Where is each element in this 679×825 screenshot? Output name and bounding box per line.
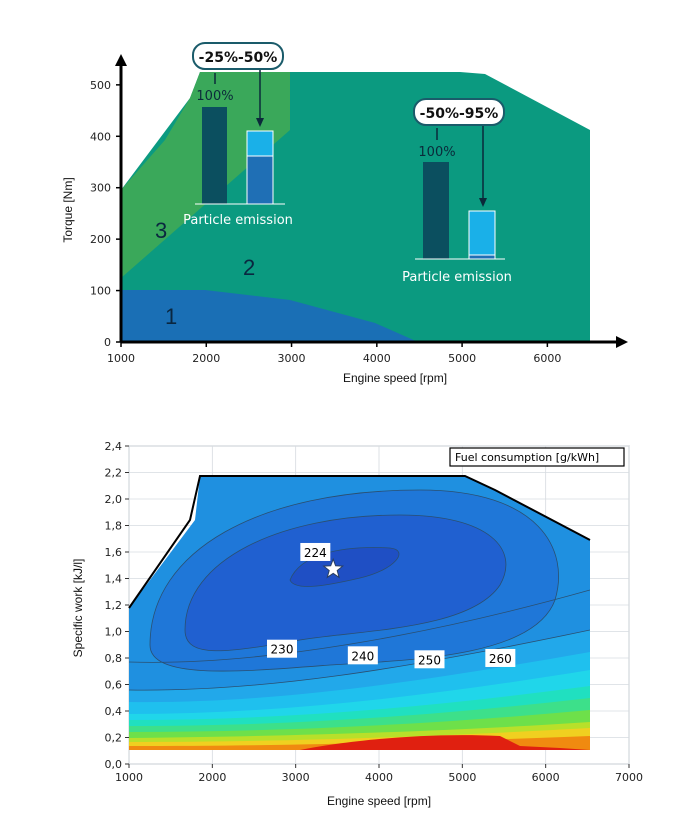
contour-label-box [414, 650, 445, 669]
top-x-tick-label: 6000 [533, 352, 561, 365]
zone-2-label: 2 [243, 255, 255, 280]
bar-2-title: Particle emission [402, 270, 512, 285]
top-y-tick-label: 0 [104, 336, 111, 349]
y-axis-arrow [115, 54, 127, 66]
bar-1-title: Particle emission [183, 213, 293, 228]
top-y-ticks: 0 100 200 300 400 500 [90, 79, 121, 349]
baseline-1-label: 100% [196, 89, 233, 104]
bottom-x-ticks: 1000 2000 3000 4000 5000 6000 7000 [115, 764, 643, 784]
bottom-y-tick-label: 0,2 [105, 732, 123, 745]
zone-3-label: 3 [155, 218, 167, 243]
top-x-tick-label: 4000 [363, 352, 391, 365]
top-y-axis-title: Torque [Nm] [61, 177, 75, 242]
contour-240 [184, 514, 507, 652]
bottom-y-tick-label: 0,6 [105, 679, 123, 692]
legend-title: Fuel consumption [g/kWh] [455, 451, 599, 464]
torque-map-chart: 0 100 200 300 400 500 1000 2000 3000 4000 5000 600… [61, 42, 628, 385]
top-x-tick-label: 3000 [278, 352, 306, 365]
bottom-x-tick-label: 7000 [615, 771, 643, 784]
contour-band-lowload-10 [300, 735, 590, 750]
bar-1-reduced-range [246, 130, 274, 157]
bottom-y-tick-label: 1,4 [105, 573, 123, 586]
contour-label-box [485, 648, 516, 667]
callout-2-box [413, 98, 505, 126]
bottom-y-tick-label: 0,0 [105, 758, 123, 771]
callout-1-box [192, 42, 284, 70]
bar-1-baseline [202, 107, 227, 204]
contour-label-240: 240 [351, 649, 374, 663]
bottom-y-tick-label: 2,4 [105, 440, 123, 453]
bottom-y-tick-label: 2,2 [105, 467, 123, 480]
bottom-y-axis-title: Specific work [kJ/l] [71, 559, 85, 658]
bottom-x-tick-label: 5000 [448, 771, 476, 784]
bottom-x-tick-label: 3000 [282, 771, 310, 784]
contour-label-box [300, 542, 331, 561]
top-x-ticks: 1000 2000 3000 4000 5000 6000 [107, 342, 561, 365]
bottom-y-tick-label: 0,4 [105, 705, 123, 718]
top-y-tick-label: 500 [90, 79, 111, 92]
top-y-tick-label: 300 [90, 182, 111, 195]
contour-label-250: 250 [418, 653, 441, 667]
bottom-y-tick-label: 1,8 [105, 520, 123, 533]
zone-1-label: 1 [165, 304, 177, 329]
bottom-x-tick-label: 1000 [115, 771, 143, 784]
bottom-y-tick-label: 1,0 [105, 626, 123, 639]
top-x-tick-label: 1000 [107, 352, 135, 365]
callout-2-label: -50%-95% [420, 106, 499, 122]
bar-1-reduced-base [246, 155, 274, 205]
top-y-tick-label: 200 [90, 233, 111, 246]
top-y-tick-label: 400 [90, 130, 111, 143]
callout-1-label: -25%-50% [199, 50, 278, 66]
top-x-axis-title: Engine speed [rpm] [343, 371, 447, 385]
fuel-map-chart: 0,00,20,40,60,81,01,21,41,61,82,02,22,4 … [71, 440, 643, 808]
annotation-2: -50%-95% 100% Particle emission [402, 98, 512, 285]
top-x-tick-label: 5000 [448, 352, 476, 365]
bottom-y-tick-label: 2,0 [105, 493, 123, 506]
bottom-x-tick-label: 4000 [365, 771, 393, 784]
x-axis-arrow [616, 336, 628, 348]
zone-1-area [121, 290, 418, 342]
contour-label-260: 260 [489, 652, 512, 666]
annotation-1: -25%-50% 100% Particle emission [183, 42, 293, 228]
bottom-y-tick-label: 1,6 [105, 546, 123, 559]
bottom-x-tick-label: 2000 [198, 771, 226, 784]
callout-2-arrowhead [479, 198, 487, 207]
top-x-tick-label: 2000 [192, 352, 220, 365]
contour-line-1 [129, 589, 590, 663]
contour-line-2 [129, 629, 590, 691]
bottom-x-tick-label: 6000 [532, 771, 560, 784]
bottom-y-tick-label: 1,2 [105, 599, 123, 612]
top-y-tick-label: 100 [90, 285, 111, 298]
bar-2-reduced-base [468, 254, 496, 260]
bottom-x-axis-title: Engine speed [rpm] [327, 794, 431, 808]
contour-labels: 224 230 240 250 260 [267, 542, 516, 669]
contour-label-224: 224 [304, 546, 327, 560]
baseline-2-label: 100% [418, 145, 455, 160]
legend-box [449, 447, 625, 467]
bar-2-baseline [423, 162, 449, 259]
bottom-y-ticks: 0,0 0,2 0,4 0,6 0,8 1,0 1,2 1,4 1,6 1,8 2,0 2,2 2,4 [105, 440, 129, 771]
bar-2-reduced-range [468, 210, 496, 256]
full-load-curve [128, 475, 591, 609]
optimum-star-icon [322, 557, 345, 579]
contour-label-230: 230 [271, 643, 294, 657]
bottom-y-tick-label: 0,8 [105, 652, 123, 665]
contour-label-box [267, 639, 297, 658]
callout-1-arrowhead [256, 118, 264, 127]
contour-label-box [347, 646, 378, 665]
contour-fills [129, 476, 590, 750]
